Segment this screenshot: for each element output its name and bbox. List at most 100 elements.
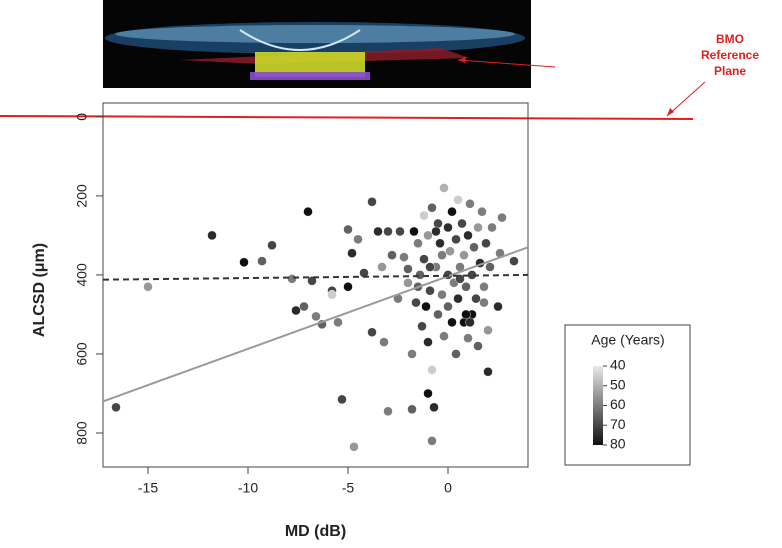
point [421,301,431,312]
colorbar [593,366,603,445]
point [483,367,493,377]
x-tick-label: -10 [238,480,258,496]
point [311,311,321,322]
point [453,195,463,205]
point [439,183,449,193]
point [383,406,393,416]
point [327,289,337,300]
fit-line [102,246,529,403]
point [447,317,457,328]
point [143,282,153,292]
point [457,218,467,229]
point [423,337,433,347]
point [307,276,317,286]
point [509,256,519,266]
annotation: BMO [716,32,744,46]
point [429,402,439,413]
point [435,238,445,249]
y-axis-label: ALCSD (μm) [31,243,48,337]
point [373,226,383,237]
point [485,262,495,272]
annotation: Plane [714,64,746,78]
point [461,309,471,320]
point [257,256,267,266]
point [473,222,483,233]
point [419,254,429,264]
colorbar-tick-label: 40 [610,357,626,373]
point [477,206,487,217]
point [459,250,469,260]
point [471,293,481,304]
point [463,333,473,343]
point [349,442,359,452]
y-tick-label: 200 [74,184,90,208]
point [343,224,353,235]
point [207,230,217,241]
colorbar-tick-label: 70 [610,416,626,432]
x-tick-label: -15 [138,480,158,496]
point [423,230,433,241]
colorbar-tick-label: 60 [610,396,626,412]
x-tick-label: 0 [444,480,452,496]
point [407,404,417,414]
point [403,278,413,288]
point [481,238,491,249]
y-tick-label: 0 [74,113,90,121]
colorbar-tick-label: 50 [610,376,626,392]
reference-line [0,115,694,120]
point [395,226,405,237]
point [497,212,507,223]
point [379,337,389,347]
point [417,321,427,332]
fit-line [102,273,529,281]
point [419,210,429,221]
point [239,257,249,267]
point [451,234,461,245]
point [343,282,353,292]
point [465,317,475,328]
point [387,250,397,260]
point [431,226,441,237]
point [399,252,409,262]
point [409,226,419,237]
point [403,264,413,274]
point [425,262,435,272]
arrow [457,59,556,68]
plot-frame [102,102,529,468]
oct-render [103,0,531,88]
colorbar-box [564,324,691,466]
point [439,331,449,341]
point [437,289,447,300]
point [493,301,503,312]
point [423,388,433,399]
point [411,297,421,308]
arrow-head [667,108,674,116]
point [303,206,313,217]
point [367,197,377,207]
point [453,293,463,304]
arrow-head [458,57,466,63]
point [427,436,437,446]
point [111,402,121,413]
y-tick-label: 400 [74,263,90,287]
point [291,305,301,316]
point [367,327,377,337]
point [479,297,489,308]
point [451,349,461,359]
point [465,199,475,209]
colorbar-tick-label: 80 [610,436,626,452]
point [461,282,471,292]
point [427,365,437,375]
point [445,246,455,256]
x-tick-label: -5 [342,480,355,496]
point [407,349,417,359]
point [469,242,479,252]
point [425,286,435,296]
point [443,301,453,312]
point [447,206,457,217]
point [443,222,453,233]
point [377,262,387,272]
point [287,274,297,284]
annotation: Reference [701,48,759,62]
